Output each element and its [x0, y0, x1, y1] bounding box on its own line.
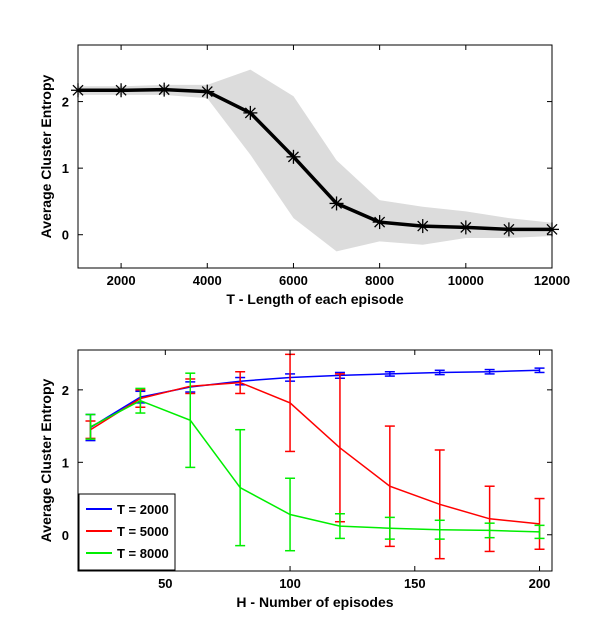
marker-stroke	[158, 84, 170, 96]
error-bar	[484, 485, 495, 553]
error-bar	[534, 524, 545, 540]
variance-band	[78, 69, 552, 252]
legend-label: T = 2000	[117, 502, 169, 517]
error-bar	[534, 367, 545, 374]
x-axis-label: H - Number of episodes	[236, 594, 393, 610]
marker-stroke	[331, 197, 343, 209]
error-bar	[285, 353, 296, 453]
y-tick-label: 2	[62, 95, 69, 110]
marker-stroke	[503, 223, 515, 235]
y-tick-label: 0	[62, 228, 69, 243]
data-point	[286, 149, 301, 164]
error-bar	[434, 519, 445, 540]
data-point	[200, 84, 215, 99]
data-point	[501, 222, 516, 237]
error-bar	[384, 370, 395, 377]
error-bar	[334, 513, 345, 540]
legend-label: T = 8000	[117, 546, 169, 561]
error-bar	[235, 370, 246, 395]
marker-stroke	[417, 220, 429, 232]
error-bar	[334, 373, 345, 523]
chart-bottom: 50 100 150 200 0 1 2 H - Number of episodes Aver…	[38, 349, 553, 610]
error-bar	[434, 449, 445, 560]
legend-item: T = 2000	[86, 502, 169, 517]
data-point	[157, 82, 172, 97]
error-bar	[384, 516, 395, 540]
marker-stroke	[287, 151, 299, 163]
error-bar	[434, 369, 445, 376]
error-bar	[534, 497, 545, 551]
chart-top: 2000 4000 6000 8000 10000 12000 0 1 2 T - Length …	[38, 44, 570, 307]
x-tick-label: 200	[529, 576, 551, 591]
x-tick-label: 4000	[193, 273, 222, 288]
y-tick-label: 1	[62, 161, 69, 176]
legend-item: T = 8000	[86, 546, 169, 561]
data-point	[458, 220, 473, 235]
x-tick-label: 8000	[365, 273, 394, 288]
data-point	[243, 105, 258, 120]
x-axis-label: T - Length of each episode	[226, 291, 404, 307]
y-axis-label: Average Cluster Entropy	[38, 74, 54, 238]
series-2	[85, 372, 545, 552]
data-point	[329, 196, 344, 211]
data-point	[415, 219, 430, 234]
marker-stroke	[244, 107, 256, 119]
x-tick-label: 10000	[448, 273, 484, 288]
marker-stroke	[201, 86, 213, 98]
plot-frame	[77, 44, 553, 269]
error-bar	[185, 372, 196, 469]
data-point	[372, 215, 387, 230]
marker-stroke	[460, 221, 472, 233]
legend-item: T = 5000	[86, 524, 169, 539]
data-point	[114, 83, 129, 98]
x-tick-label: 2000	[107, 273, 136, 288]
x-tick-label: 12000	[534, 273, 570, 288]
y-tick-label: 0	[62, 528, 69, 543]
y-tick-label: 2	[62, 383, 69, 398]
y-tick-label: 1	[62, 455, 69, 470]
series-0	[85, 367, 545, 442]
error-bar	[135, 387, 146, 414]
error-bar	[484, 522, 495, 539]
x-tick-label: 150	[404, 576, 426, 591]
error-bar	[85, 413, 96, 440]
legend-label: T = 5000	[117, 524, 169, 539]
series-line	[90, 381, 540, 525]
error-bar	[285, 477, 296, 552]
x-tick-label: 100	[279, 576, 301, 591]
marker-stroke	[115, 84, 127, 96]
legend: T = 2000 T = 5000 T = 8000	[78, 493, 176, 571]
y-axis-label: Average Cluster Entropy	[38, 378, 54, 542]
series-line	[78, 87, 552, 232]
marker-stroke	[374, 216, 386, 228]
plot-frame	[77, 349, 553, 572]
x-tick-label: 6000	[279, 273, 308, 288]
series-line	[90, 399, 540, 533]
error-bar	[484, 368, 495, 375]
error-bar	[235, 428, 246, 547]
x-tick-label: 50	[158, 576, 172, 591]
series-line	[90, 369, 540, 429]
